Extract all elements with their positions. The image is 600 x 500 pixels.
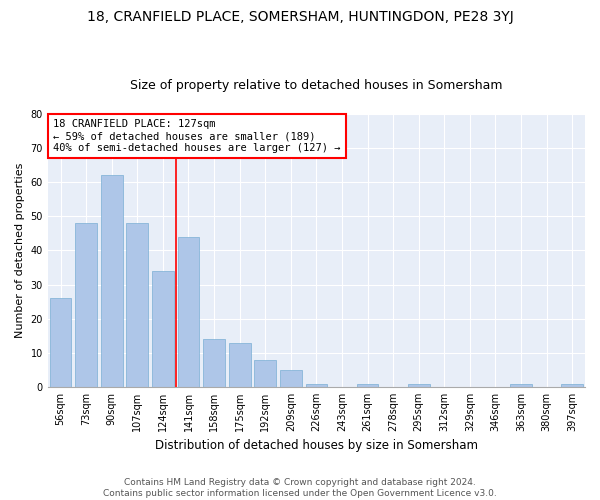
X-axis label: Distribution of detached houses by size in Somersham: Distribution of detached houses by size … xyxy=(155,440,478,452)
Y-axis label: Number of detached properties: Number of detached properties xyxy=(15,163,25,338)
Bar xyxy=(152,271,174,387)
Bar xyxy=(510,384,532,387)
Bar xyxy=(127,223,148,387)
Bar xyxy=(229,342,251,387)
Bar xyxy=(178,237,199,387)
Bar xyxy=(562,384,583,387)
Text: 18 CRANFIELD PLACE: 127sqm
← 59% of detached houses are smaller (189)
40% of sem: 18 CRANFIELD PLACE: 127sqm ← 59% of deta… xyxy=(53,120,341,152)
Text: 18, CRANFIELD PLACE, SOMERSHAM, HUNTINGDON, PE28 3YJ: 18, CRANFIELD PLACE, SOMERSHAM, HUNTINGD… xyxy=(86,10,514,24)
Bar xyxy=(75,223,97,387)
Bar xyxy=(356,384,379,387)
Title: Size of property relative to detached houses in Somersham: Size of property relative to detached ho… xyxy=(130,79,503,92)
Bar xyxy=(305,384,327,387)
Bar xyxy=(50,298,71,387)
Bar xyxy=(254,360,276,387)
Bar xyxy=(101,176,122,387)
Bar xyxy=(280,370,302,387)
Text: Contains HM Land Registry data © Crown copyright and database right 2024.
Contai: Contains HM Land Registry data © Crown c… xyxy=(103,478,497,498)
Bar xyxy=(408,384,430,387)
Bar xyxy=(203,339,225,387)
